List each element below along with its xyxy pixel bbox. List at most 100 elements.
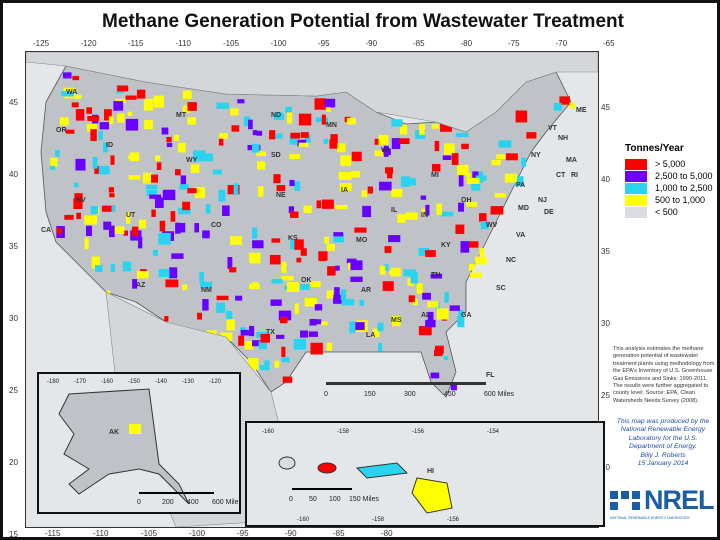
state-label: OK <box>301 277 312 284</box>
county <box>235 295 243 301</box>
county <box>200 281 213 289</box>
county <box>55 149 60 157</box>
county <box>290 132 301 139</box>
county-fills <box>49 72 576 391</box>
county <box>115 98 126 103</box>
county <box>293 338 307 350</box>
county <box>281 357 290 363</box>
ak-lon-label: -180 <box>47 379 60 385</box>
county <box>199 271 204 283</box>
county <box>110 263 116 272</box>
county <box>269 254 281 265</box>
county <box>205 204 211 214</box>
county <box>170 211 176 222</box>
state-label: IL <box>391 207 398 214</box>
county <box>309 318 317 326</box>
scale-label: 450 <box>444 391 456 398</box>
county <box>434 140 440 152</box>
right-lat-label: 20 <box>601 463 610 472</box>
left-lat-label: 20 <box>9 458 18 467</box>
county <box>384 246 392 253</box>
county <box>126 212 131 224</box>
county <box>305 134 311 143</box>
county <box>377 322 384 332</box>
county <box>50 157 58 167</box>
legend-swatch <box>625 206 647 218</box>
county <box>458 202 465 212</box>
county <box>340 155 352 167</box>
top-lon-label: -115 <box>128 39 144 48</box>
county <box>451 152 459 165</box>
county <box>146 184 158 190</box>
legend-swatch <box>625 194 647 206</box>
county <box>382 148 391 155</box>
ak-scale-label: 0 <box>137 499 141 506</box>
legend-swatch <box>625 158 647 170</box>
county <box>276 334 285 339</box>
county <box>457 316 465 328</box>
county <box>449 305 460 311</box>
county <box>403 269 416 277</box>
county <box>334 204 348 210</box>
state-label: NJ <box>538 197 547 204</box>
ak-lon-label: -150 <box>128 379 141 385</box>
county <box>498 140 512 148</box>
top-lon-label: -80 <box>460 39 473 48</box>
state-label: NH <box>558 135 568 142</box>
legend-title: Tonnes/Year <box>625 143 684 154</box>
county <box>300 284 310 291</box>
legend-item: > 5,000 <box>625 158 713 170</box>
county <box>182 284 188 291</box>
left-lat-label: 35 <box>9 242 18 251</box>
county <box>166 142 173 148</box>
ak-scale-label: 200 <box>162 499 174 506</box>
county <box>56 227 62 235</box>
county <box>244 341 254 350</box>
county <box>335 265 340 271</box>
legend-item: 500 to 1,000 <box>625 194 713 206</box>
county <box>216 295 229 301</box>
county <box>252 143 260 153</box>
county <box>256 130 263 136</box>
county <box>128 175 141 180</box>
county <box>294 239 304 250</box>
county <box>91 256 100 269</box>
state-label: MS <box>391 317 402 324</box>
county <box>494 193 507 198</box>
state-label: PA <box>516 182 525 189</box>
left-lat-label: 15 <box>9 530 18 539</box>
ak-lon-label: -140 <box>155 379 168 385</box>
county <box>108 225 115 238</box>
county <box>457 164 469 176</box>
county <box>389 270 394 275</box>
county <box>316 200 322 209</box>
county <box>416 283 423 294</box>
county <box>138 236 143 249</box>
county <box>289 154 301 159</box>
credit-text: This map was produced by the National Re… <box>608 418 717 468</box>
county <box>202 299 209 311</box>
county <box>92 156 98 169</box>
county <box>75 94 82 99</box>
county <box>273 174 281 184</box>
county <box>333 232 344 237</box>
county <box>73 198 83 210</box>
county <box>162 189 176 201</box>
county <box>383 264 389 271</box>
county <box>321 321 328 326</box>
county <box>279 316 288 324</box>
hi-lon-label: -156 <box>412 429 425 435</box>
ak-lon-label: -170 <box>74 379 87 385</box>
county <box>480 221 489 230</box>
county <box>479 248 485 257</box>
county <box>164 316 169 322</box>
county <box>156 162 162 170</box>
legend-label: > 5,000 <box>655 159 686 169</box>
county <box>230 108 239 116</box>
state-label: ND <box>271 112 281 119</box>
county <box>165 279 179 288</box>
state-label: OH <box>461 197 472 204</box>
top-lon-label: -105 <box>223 39 240 48</box>
county <box>318 255 327 262</box>
